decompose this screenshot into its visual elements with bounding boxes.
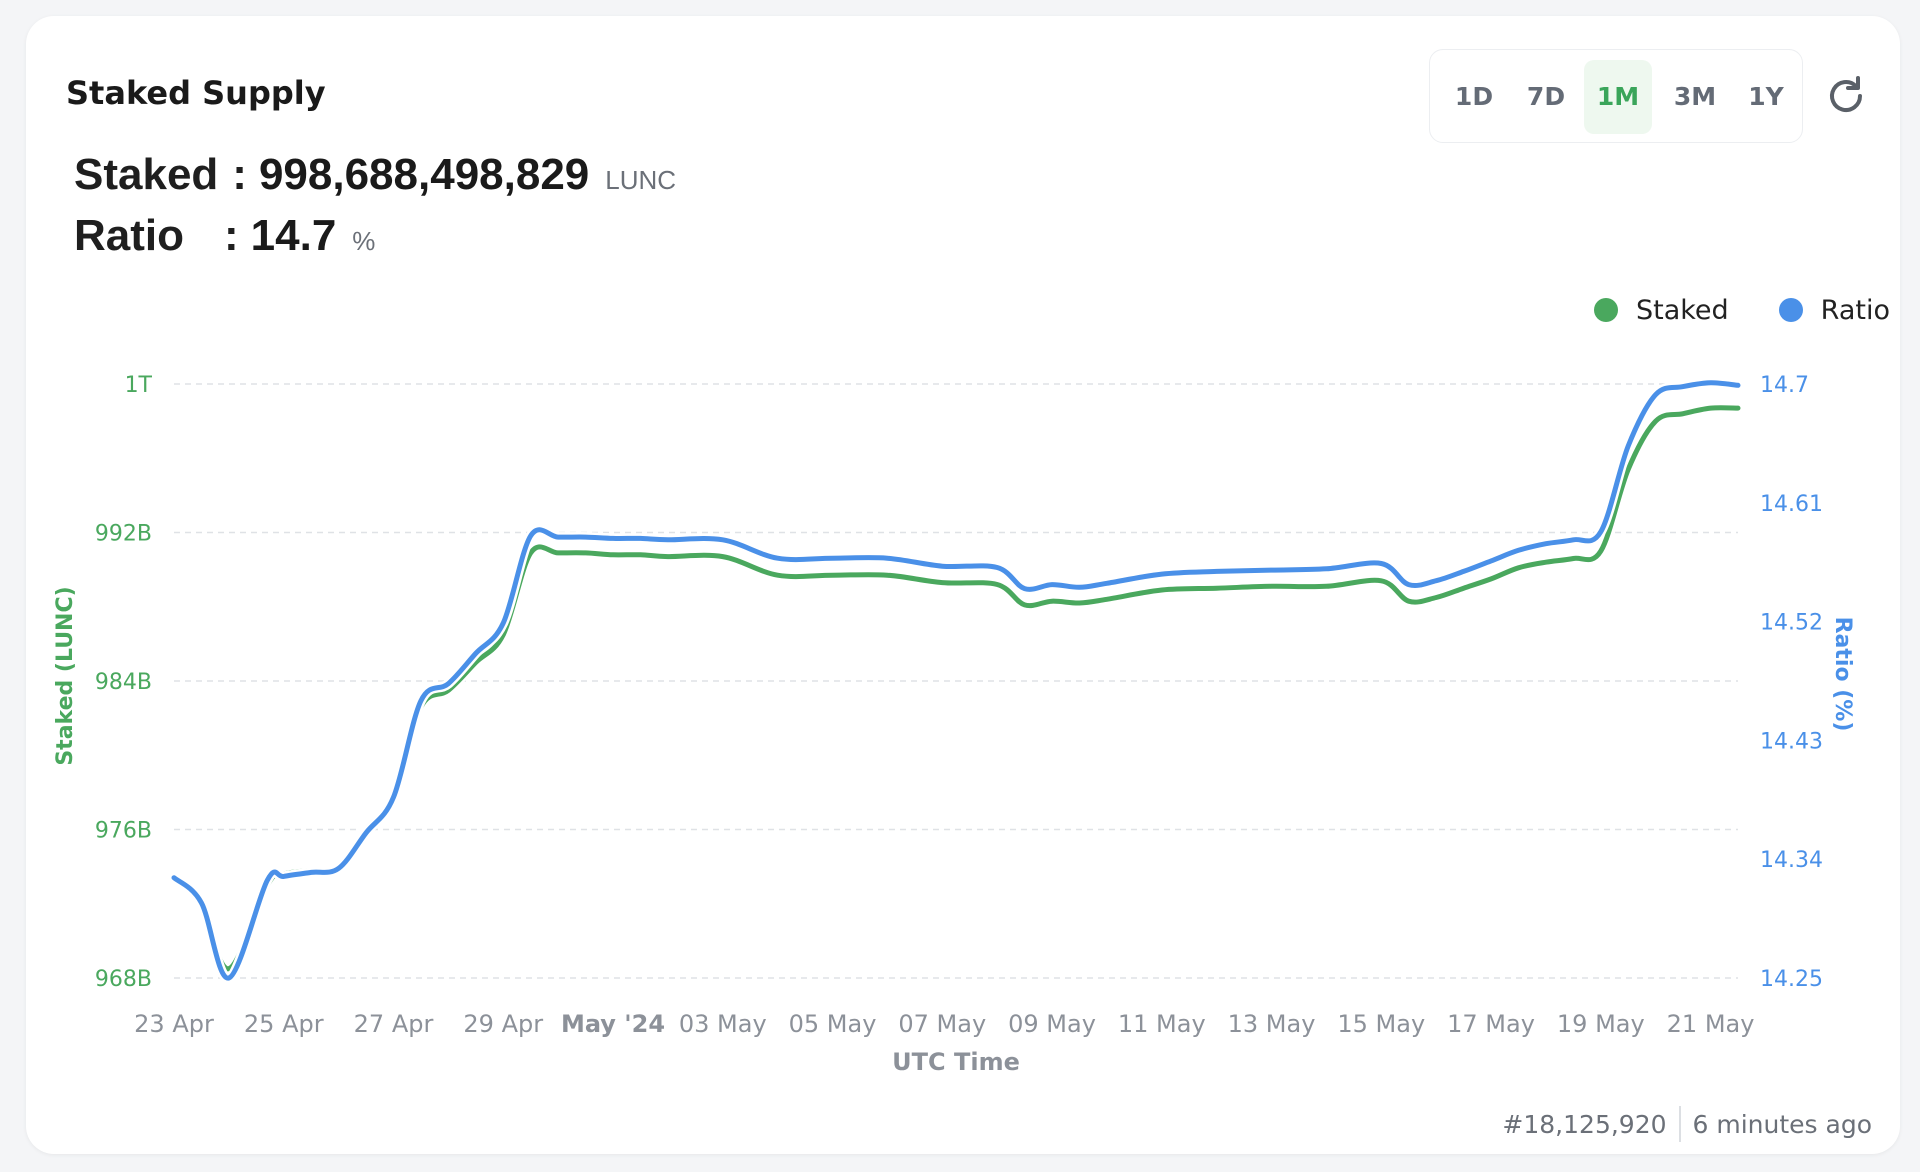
x-tick-label: 21 May — [1667, 1010, 1755, 1038]
staked-dot-icon — [1593, 298, 1618, 322]
chart-legend: Staked Ratio — [1593, 290, 1890, 330]
y-left-tick-label: 976B — [95, 819, 152, 844]
x-tick-label: 03 May — [679, 1010, 767, 1038]
y-right-axis-title: Ratio (%) — [1830, 617, 1855, 732]
card-title: Staked Supply — [66, 74, 326, 112]
x-tick-label: 27 Apr — [354, 1010, 434, 1038]
ratio-stat: Ratio : 14.7 % — [74, 211, 375, 271]
y-left-axis-title: Staked (LUNC) — [53, 586, 78, 765]
period-selector: 1D 7D 1M 3M 1Y — [1429, 49, 1803, 143]
footer: #18,125,920 6 minutes ago — [1502, 1106, 1872, 1142]
staked-series-line-halo — [169, 402, 1743, 974]
ratio-label: Ratio — [74, 211, 184, 260]
x-tick-label: 07 May — [898, 1010, 986, 1038]
legend-staked[interactable]: Staked — [1593, 294, 1729, 326]
x-tick-label: 19 May — [1557, 1010, 1645, 1038]
x-tick-label: 25 Apr — [244, 1010, 324, 1038]
x-tick-label: 13 May — [1228, 1010, 1316, 1038]
x-tick-label: 05 May — [789, 1010, 877, 1038]
y-right-tick-label: 14.25 — [1760, 967, 1823, 992]
x-tick-label: 23 Apr — [134, 1010, 214, 1038]
y-right-tick-label: 14.7 — [1760, 373, 1809, 398]
refresh-icon[interactable] — [1822, 72, 1870, 120]
staked-colon: : — [232, 150, 247, 199]
ratio-unit: % — [352, 226, 376, 256]
y-left-tick-label: 1T — [125, 373, 153, 398]
y-left-tick-label: 984B — [95, 670, 152, 695]
y-right-tick-label: 14.52 — [1760, 611, 1823, 636]
x-tick-label: 15 May — [1337, 1010, 1425, 1038]
legend-ratio[interactable]: Ratio — [1778, 294, 1890, 326]
x-axis-title: UTC Time — [892, 1048, 1020, 1076]
y-right-tick-label: 14.43 — [1760, 729, 1823, 754]
staked-value: 998,688,498,829 — [258, 150, 590, 199]
x-tick-label: 17 May — [1447, 1010, 1535, 1038]
legend-staked-label: Staked — [1635, 294, 1729, 326]
footer-divider — [1678, 1106, 1681, 1142]
period-1y-button[interactable]: 1Y — [1732, 60, 1800, 134]
staked-unit: LUNC — [605, 165, 677, 195]
x-tick-label: 29 Apr — [463, 1010, 543, 1038]
y-right-tick-label: 14.34 — [1760, 848, 1823, 873]
period-7d-button[interactable]: 7D — [1512, 60, 1580, 134]
ratio-colon: : — [224, 211, 239, 260]
ratio-series-line — [171, 380, 1741, 981]
period-1d-button[interactable]: 1D — [1440, 60, 1508, 134]
last-updated: 6 minutes ago — [1692, 1109, 1872, 1139]
staked-label: Staked — [74, 150, 219, 199]
y-right-tick-label: 14.61 — [1760, 492, 1823, 517]
staked-supply-chart: 968B 976B 984B 992B 1T 14.25 14.34 14.43 14.52 14… — [53, 373, 1855, 1076]
staked-series-line — [171, 405, 1741, 972]
y-left-tick-label: 992B — [95, 522, 152, 547]
staked-stat: Staked : 998,688,498,829 LUNC — [74, 150, 676, 210]
period-3m-button[interactable]: 3M — [1661, 60, 1729, 134]
period-1m-button[interactable]: 1M — [1584, 60, 1652, 134]
x-tick-label: 09 May — [1008, 1010, 1096, 1038]
x-tick-label: May '24 — [561, 1010, 665, 1038]
legend-ratio-label: Ratio — [1820, 294, 1890, 326]
x-tick-label: 11 May — [1118, 1010, 1206, 1038]
y-left-tick-label: 968B — [95, 967, 152, 992]
ratio-dot-icon — [1778, 298, 1803, 322]
block-height: #18,125,920 — [1502, 1109, 1667, 1139]
ratio-value: 14.7 — [250, 211, 337, 260]
